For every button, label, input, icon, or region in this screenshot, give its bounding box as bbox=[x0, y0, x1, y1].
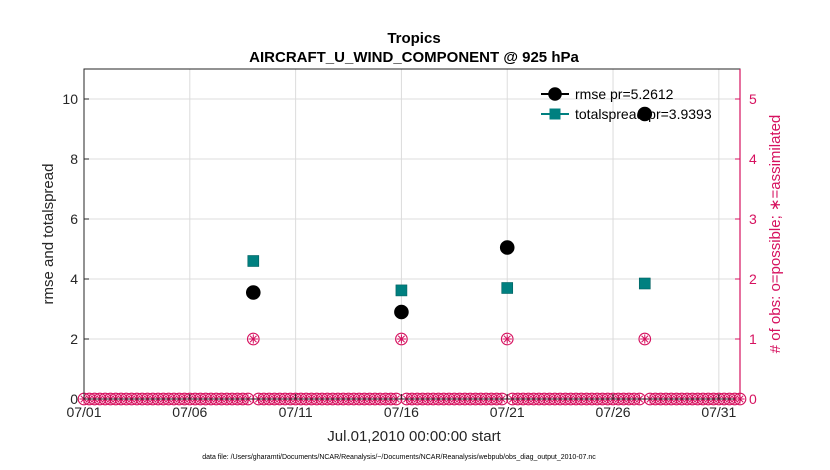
obs-assimilated-star-stroke bbox=[249, 335, 257, 343]
totalspread-point bbox=[501, 282, 514, 294]
legend-label-totalspread: totalspread pr=3.9393 bbox=[575, 106, 712, 122]
obs-count-marker-nonzero bbox=[246, 332, 260, 346]
chart-title: Tropics bbox=[387, 30, 440, 47]
plot-area bbox=[84, 69, 740, 399]
x-tick-label: 07/06 bbox=[172, 404, 207, 420]
y-right-tick-label: 0 bbox=[749, 391, 757, 407]
y-right-tick-label: 2 bbox=[749, 271, 757, 287]
legend-marker-totalspread bbox=[549, 108, 561, 120]
y-left-tick-label: 2 bbox=[70, 331, 78, 347]
totalspread-point bbox=[638, 277, 651, 290]
y-left-tick-label: 0 bbox=[70, 391, 78, 407]
y-axis-left-label: rmse and totalspread bbox=[40, 164, 57, 305]
obs-assimilated-star-stroke bbox=[503, 335, 511, 343]
totalspread-point bbox=[395, 284, 408, 297]
data-series bbox=[245, 106, 653, 320]
obs-possible-circle bbox=[395, 332, 408, 346]
rmse-point bbox=[245, 285, 261, 300]
x-axis: 07/01 07/06 07/11 07/16 07/21 07/26 07/31 bbox=[66, 394, 737, 420]
legend-marker-rmse bbox=[548, 87, 562, 101]
y-right-tick-label: 5 bbox=[749, 91, 757, 107]
legend-label-rmse: rmse pr=5.2612 bbox=[575, 86, 674, 102]
x-tick-label: 07/26 bbox=[596, 404, 631, 420]
obs-assimilated-star-stroke bbox=[641, 335, 649, 343]
footer-note: data file: /Users/gharamti/Documents/NCA… bbox=[202, 454, 596, 461]
x-axis-label: Jul.01,2010 00:00:00 start bbox=[327, 428, 501, 445]
y-right-tick-label: 4 bbox=[749, 151, 757, 167]
y-left-tick-label: 4 bbox=[70, 271, 78, 287]
x-tick-label: 07/01 bbox=[66, 404, 101, 420]
y-right-tick-label: 1 bbox=[749, 331, 757, 347]
y-left-tick-label: 8 bbox=[70, 151, 78, 167]
legend: rmse pr=5.2612 totalspread pr=3.9393 bbox=[541, 86, 712, 122]
totalspread-point bbox=[247, 255, 260, 267]
y-axis-right: 0 1 2 3 4 5 bbox=[735, 91, 757, 407]
obs-count-marker-nonzero bbox=[500, 332, 514, 346]
chart-subtitle: AIRCRAFT_U_WIND_COMPONENT @ 925 hPa bbox=[249, 49, 579, 66]
x-tick-label: 07/31 bbox=[701, 404, 736, 420]
obs-count-marker-nonzero bbox=[638, 332, 652, 346]
obs-assimilated-star-stroke bbox=[397, 335, 406, 343]
rmse-point bbox=[637, 106, 653, 122]
x-tick-label: 07/11 bbox=[279, 404, 313, 420]
rmse-point bbox=[394, 304, 409, 320]
obs-possible-circle bbox=[638, 332, 652, 346]
obs-possible-circle bbox=[246, 332, 260, 346]
x-tick-label: 07/21 bbox=[490, 404, 525, 420]
y-left-tick-label: 10 bbox=[62, 91, 78, 107]
rmse-point bbox=[499, 240, 515, 255]
y-left-tick-label: 6 bbox=[70, 211, 78, 227]
y-axis-left: 0 2 4 6 8 10 bbox=[62, 91, 89, 407]
x-tick-label: 07/16 bbox=[384, 404, 419, 420]
obs-possible-circle bbox=[500, 332, 514, 346]
y-axis-right-label: # of obs: o=possible; ∗=assimilated bbox=[767, 115, 784, 354]
y-right-tick-label: 3 bbox=[749, 211, 757, 227]
obs-count-marker-nonzero bbox=[395, 332, 408, 346]
